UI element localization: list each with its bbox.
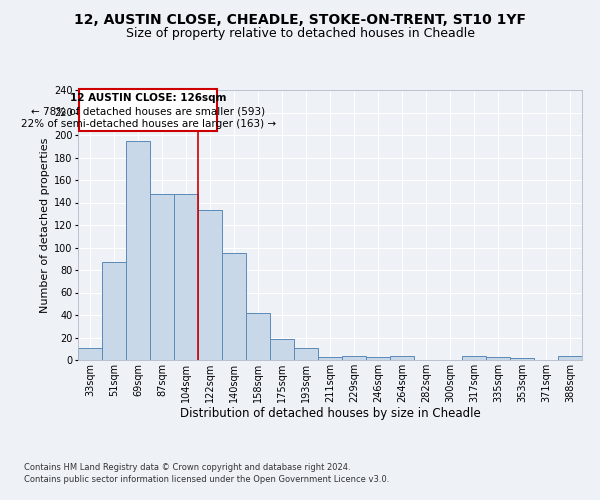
Text: Size of property relative to detached houses in Cheadle: Size of property relative to detached ho… bbox=[125, 28, 475, 40]
Bar bbox=[198, 210, 222, 360]
Bar bbox=[78, 348, 102, 360]
Bar bbox=[486, 356, 510, 360]
Bar bbox=[510, 358, 534, 360]
Bar bbox=[294, 348, 318, 360]
Bar bbox=[390, 356, 414, 360]
Text: 22% of semi-detached houses are larger (163) →: 22% of semi-detached houses are larger (… bbox=[20, 119, 276, 129]
Bar bbox=[342, 356, 366, 360]
Text: Distribution of detached houses by size in Cheadle: Distribution of detached houses by size … bbox=[179, 408, 481, 420]
Bar bbox=[270, 338, 294, 360]
Bar bbox=[462, 356, 486, 360]
Bar bbox=[150, 194, 174, 360]
Bar bbox=[318, 356, 342, 360]
Bar bbox=[102, 262, 126, 360]
Text: Contains HM Land Registry data © Crown copyright and database right 2024.: Contains HM Land Registry data © Crown c… bbox=[24, 462, 350, 471]
Bar bbox=[246, 313, 270, 360]
FancyBboxPatch shape bbox=[79, 89, 217, 130]
Text: Contains public sector information licensed under the Open Government Licence v3: Contains public sector information licen… bbox=[24, 475, 389, 484]
Bar bbox=[366, 356, 390, 360]
Text: ← 78% of detached houses are smaller (593): ← 78% of detached houses are smaller (59… bbox=[31, 106, 265, 117]
Bar bbox=[222, 253, 246, 360]
Y-axis label: Number of detached properties: Number of detached properties bbox=[40, 138, 50, 312]
Bar bbox=[558, 356, 582, 360]
Bar bbox=[126, 140, 150, 360]
Bar bbox=[174, 194, 198, 360]
Text: 12, AUSTIN CLOSE, CHEADLE, STOKE-ON-TRENT, ST10 1YF: 12, AUSTIN CLOSE, CHEADLE, STOKE-ON-TREN… bbox=[74, 12, 526, 26]
Text: 12 AUSTIN CLOSE: 126sqm: 12 AUSTIN CLOSE: 126sqm bbox=[70, 94, 226, 104]
